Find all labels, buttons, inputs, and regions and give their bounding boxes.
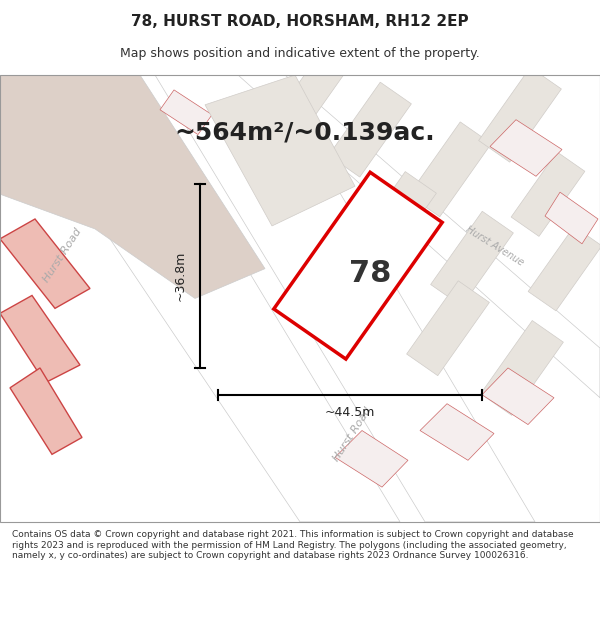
- Polygon shape: [335, 431, 408, 487]
- Polygon shape: [0, 296, 80, 383]
- Text: ~44.5m: ~44.5m: [325, 406, 375, 419]
- Text: Hurst Road: Hurst Road: [41, 227, 83, 284]
- Polygon shape: [238, 75, 600, 398]
- Text: ~36.8m: ~36.8m: [173, 251, 187, 301]
- Polygon shape: [329, 82, 412, 177]
- Polygon shape: [482, 368, 554, 424]
- Text: 78: 78: [349, 259, 391, 288]
- Polygon shape: [274, 173, 442, 359]
- Text: ~564m²/~0.139ac.: ~564m²/~0.139ac.: [175, 121, 436, 144]
- Polygon shape: [490, 120, 562, 176]
- Polygon shape: [545, 192, 598, 244]
- Polygon shape: [479, 68, 562, 162]
- Polygon shape: [277, 58, 343, 132]
- Polygon shape: [10, 368, 82, 454]
- Text: Hurst Road: Hurst Road: [331, 406, 373, 463]
- Polygon shape: [205, 75, 355, 226]
- Polygon shape: [481, 321, 563, 416]
- Polygon shape: [0, 75, 265, 298]
- Polygon shape: [407, 281, 490, 376]
- Text: Map shows position and indicative extent of the property.: Map shows position and indicative extent…: [120, 48, 480, 61]
- Text: Hurst Avenue: Hurst Avenue: [464, 224, 526, 268]
- Polygon shape: [528, 226, 600, 311]
- Polygon shape: [511, 152, 585, 236]
- Polygon shape: [0, 219, 90, 308]
- Polygon shape: [409, 122, 491, 217]
- Polygon shape: [0, 75, 400, 522]
- Text: Contains OS data © Crown copyright and database right 2021. This information is : Contains OS data © Crown copyright and d…: [12, 530, 574, 560]
- Polygon shape: [353, 172, 436, 266]
- Polygon shape: [160, 90, 212, 134]
- Polygon shape: [420, 404, 494, 460]
- Text: 78, HURST ROAD, HORSHAM, RH12 2EP: 78, HURST ROAD, HORSHAM, RH12 2EP: [131, 14, 469, 29]
- Polygon shape: [155, 75, 535, 522]
- Polygon shape: [431, 211, 514, 306]
